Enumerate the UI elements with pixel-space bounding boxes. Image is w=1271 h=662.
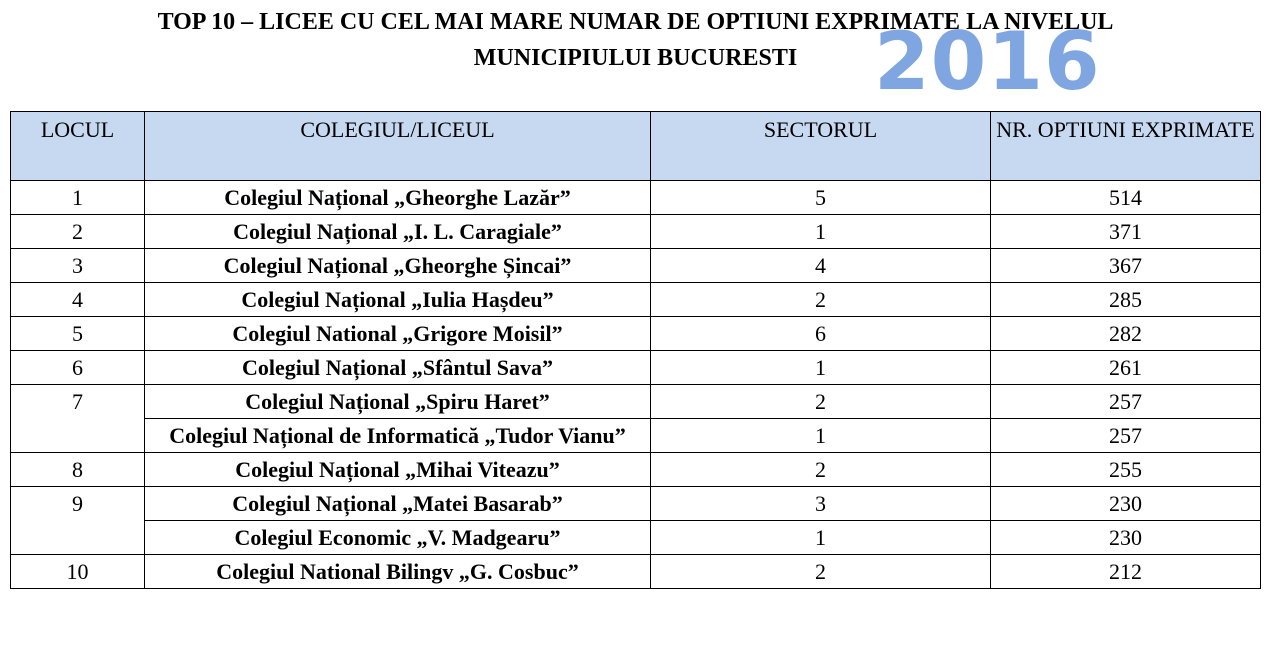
school-cell: Colegiul Național „Mihai Viteazu”: [144, 452, 651, 487]
school-cell: Colegiul Național de Informatică „Tudor …: [144, 418, 651, 453]
header-rank: LOCUL: [10, 111, 145, 181]
school-cell: Colegiul National Bilingv „G. Cosbuc”: [144, 554, 651, 589]
sector-cell: 1: [650, 418, 991, 453]
table-row: 1 Colegiul Național „Gheorghe Lazăr” 5 5…: [10, 180, 1261, 215]
table-row: 2 Colegiul Național „I. L. Caragiale” 1 …: [10, 214, 1261, 249]
school-cell: Colegiul Național „Matei Basarab”: [144, 486, 651, 521]
rank-cell: 4: [10, 282, 145, 317]
sector-cell: 2: [650, 452, 991, 487]
header-school: COLEGIUL/LICEUL: [144, 111, 651, 181]
table-row: 8 Colegiul Național „Mihai Viteazu” 2 25…: [10, 452, 1261, 487]
table-row: Colegiul Național de Informatică „Tudor …: [11, 418, 1261, 453]
table-row: Colegiul Economic „V. Madgearu” 1 230: [11, 520, 1261, 555]
table-header-row: LOCUL COLEGIUL/LICEUL SECTORUL NR. OPTIU…: [10, 111, 1261, 181]
title-line-1: TOP 10 – LICEE CU CEL MAI MARE NUMAR DE …: [157, 9, 1114, 35]
table-row: 4 Colegiul Național „Iulia Hașdeu” 2 285: [10, 282, 1261, 317]
sector-cell: 2: [650, 384, 991, 419]
options-cell: 261: [990, 350, 1261, 385]
table-row: 5 Colegiul National „Grigore Moisil” 6 2…: [10, 316, 1261, 351]
rank-cell: 2: [10, 214, 145, 249]
ranking-table: LOCUL COLEGIUL/LICEUL SECTORUL NR. OPTIU…: [10, 111, 1261, 589]
rank-cell: 6: [10, 350, 145, 385]
school-cell: Colegiul Național „Sfântul Sava”: [144, 350, 651, 385]
rank-cell: 3: [10, 248, 145, 283]
sector-cell: 2: [650, 554, 991, 589]
rank-cell: 10: [10, 554, 145, 589]
table-row: 3 Colegiul Național „Gheorghe Șincai” 4 …: [10, 248, 1261, 283]
sector-cell: 3: [650, 486, 991, 521]
rank-cell: 1: [10, 180, 145, 215]
rank-cell: 8: [10, 452, 145, 487]
options-cell: 285: [990, 282, 1261, 317]
options-cell: 255: [990, 452, 1261, 487]
title-line-2: MUNICIPIULUI BUCURESTI: [473, 45, 798, 71]
school-cell: Colegiul Național „Spiru Haret”: [144, 384, 651, 419]
options-cell: 230: [990, 486, 1261, 521]
options-cell: 257: [990, 418, 1261, 453]
school-cell: Colegiul Național „Gheorghe Șincai”: [144, 248, 651, 283]
options-cell: 282: [990, 316, 1261, 351]
options-cell: 367: [990, 248, 1261, 283]
sector-cell: 1: [650, 520, 991, 555]
school-cell: Colegiul Național „Gheorghe Lazăr”: [144, 180, 651, 215]
sector-cell: 6: [650, 316, 991, 351]
school-cell: Colegiul Național „Iulia Hașdeu”: [144, 282, 651, 317]
school-cell: Colegiul National „Grigore Moisil”: [144, 316, 651, 351]
year-overlay: 2016: [874, 15, 1101, 108]
options-cell: 230: [990, 520, 1261, 555]
options-cell: 257: [990, 384, 1261, 419]
rank-cell: 9: [10, 486, 145, 555]
sector-cell: 1: [650, 350, 991, 385]
document-title: TOP 10 – LICEE CU CEL MAI MARE NUMAR DE …: [0, 4, 1271, 76]
header-sector: SECTORUL: [650, 111, 991, 181]
rank-cell: 7: [10, 384, 145, 453]
table-row: 6 Colegiul Național „Sfântul Sava” 1 261: [10, 350, 1261, 385]
school-cell: Colegiul Economic „V. Madgearu”: [144, 520, 651, 555]
table-row: 10 Colegiul National Bilingv „G. Cosbuc”…: [10, 554, 1261, 589]
options-cell: 212: [990, 554, 1261, 589]
table-row: 9 Colegiul Național „Matei Basarab” 3 23…: [10, 486, 1261, 555]
header-options: NR. OPTIUNI EXPRIMATE: [990, 111, 1261, 181]
sector-cell: 2: [650, 282, 991, 317]
sector-cell: 5: [650, 180, 991, 215]
rank-cell: 5: [10, 316, 145, 351]
sector-cell: 4: [650, 248, 991, 283]
options-cell: 371: [990, 214, 1261, 249]
table-row: 7 Colegiul Național „Spiru Haret” 2 257: [10, 384, 1261, 453]
school-cell: Colegiul Național „I. L. Caragiale”: [144, 214, 651, 249]
options-cell: 514: [990, 180, 1261, 215]
sector-cell: 1: [650, 214, 991, 249]
